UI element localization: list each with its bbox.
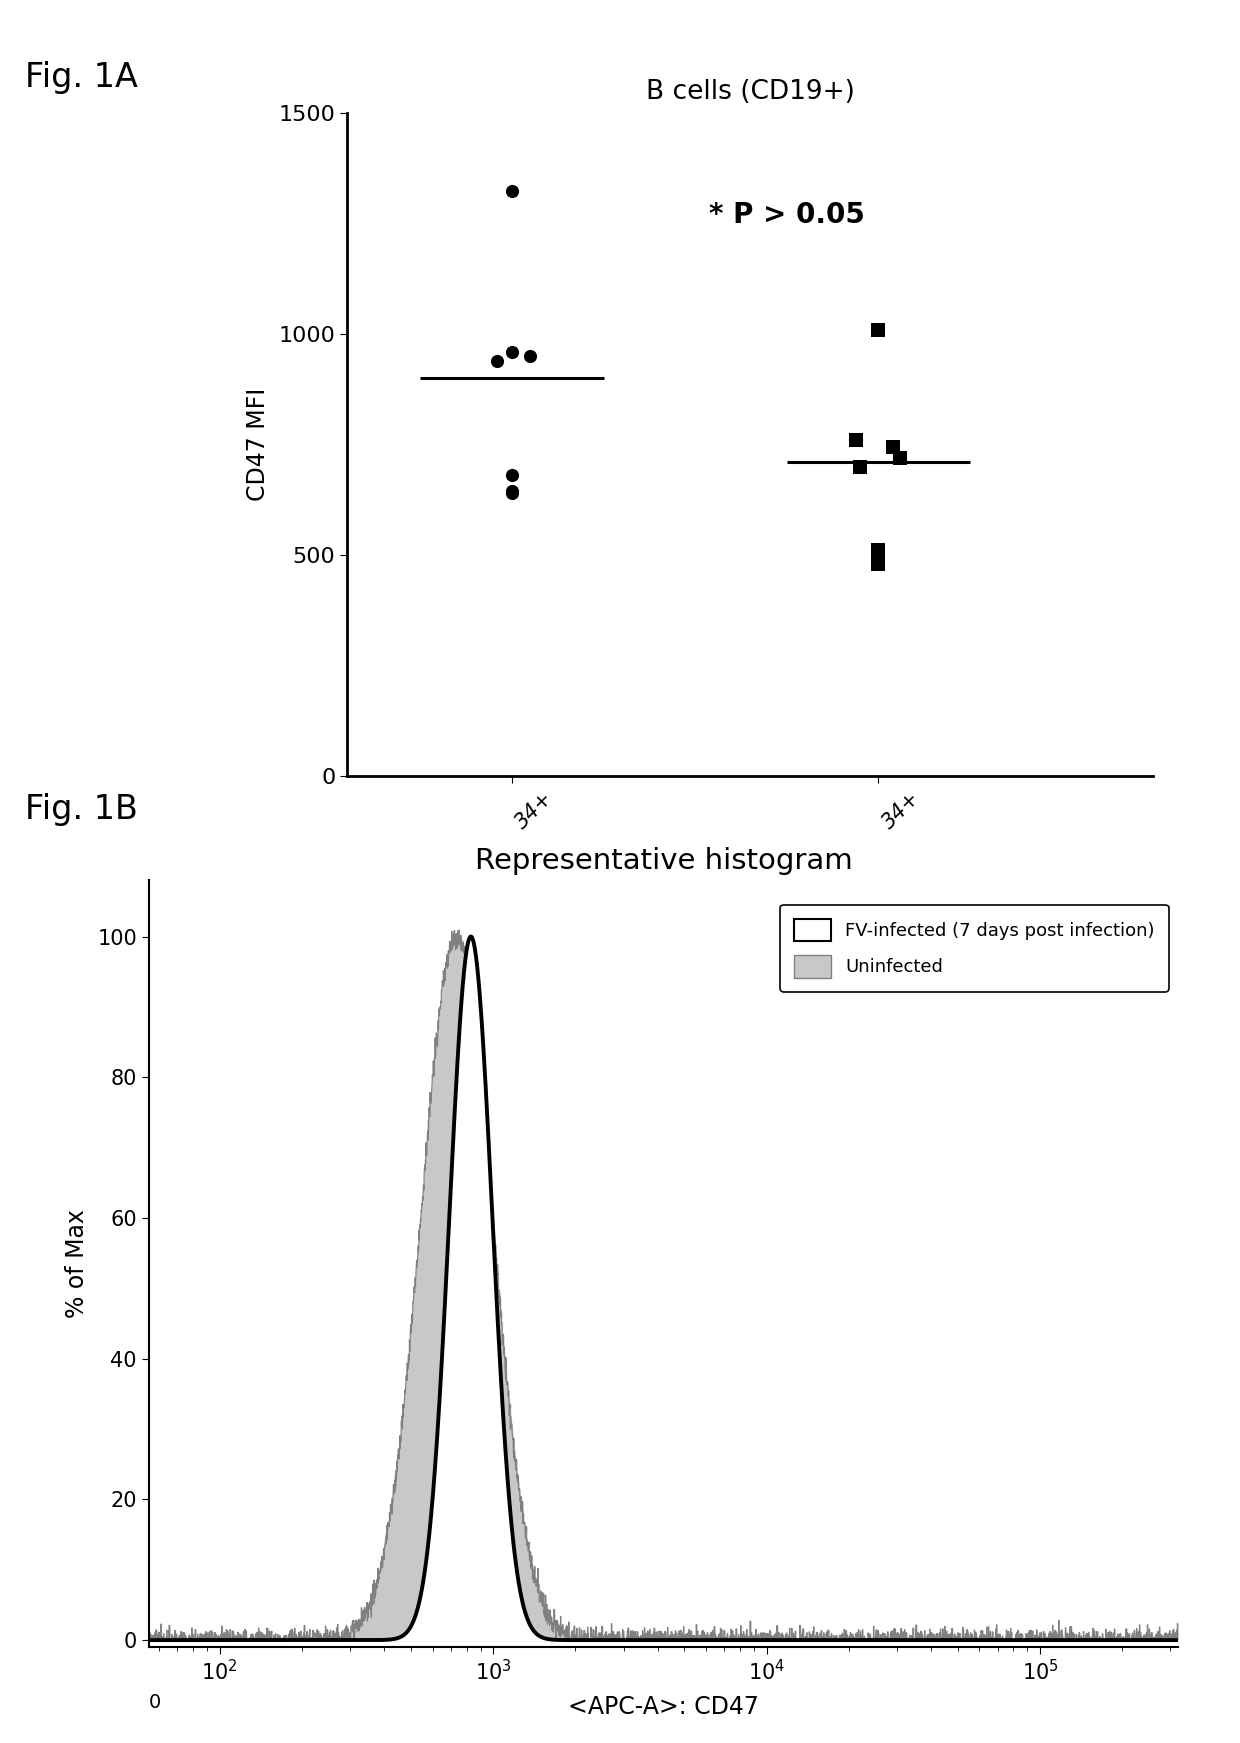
Point <box>851 453 870 481</box>
Text: Infected: Infected <box>466 894 558 915</box>
Point <box>868 537 888 565</box>
Y-axis label: CD47 MFI: CD47 MFI <box>247 387 270 502</box>
Text: Fig. 1A: Fig. 1A <box>25 61 138 94</box>
Title: Representative histogram: Representative histogram <box>475 847 852 875</box>
Point <box>502 478 522 505</box>
Point <box>521 342 541 370</box>
Text: Fig. 1B: Fig. 1B <box>25 793 138 826</box>
Point <box>487 347 507 375</box>
Point <box>502 479 522 507</box>
Point <box>502 176 522 204</box>
Point <box>868 549 888 577</box>
Point <box>883 432 903 460</box>
Title: B cells (CD19+): B cells (CD19+) <box>646 80 854 105</box>
Point <box>847 425 867 453</box>
Text: * P > 0.05: * P > 0.05 <box>709 200 864 228</box>
Point <box>502 462 522 490</box>
X-axis label: <APC-A>: CD47: <APC-A>: CD47 <box>568 1696 759 1719</box>
Legend: FV-infected (7 days post infection), Uninfected: FV-infected (7 days post infection), Uni… <box>780 905 1169 992</box>
Point <box>502 338 522 366</box>
Text: uninfected: uninfected <box>818 894 937 915</box>
Text: 0: 0 <box>149 1692 161 1712</box>
Y-axis label: % of Max: % of Max <box>64 1210 89 1318</box>
Point <box>868 315 888 343</box>
Point <box>890 444 910 472</box>
